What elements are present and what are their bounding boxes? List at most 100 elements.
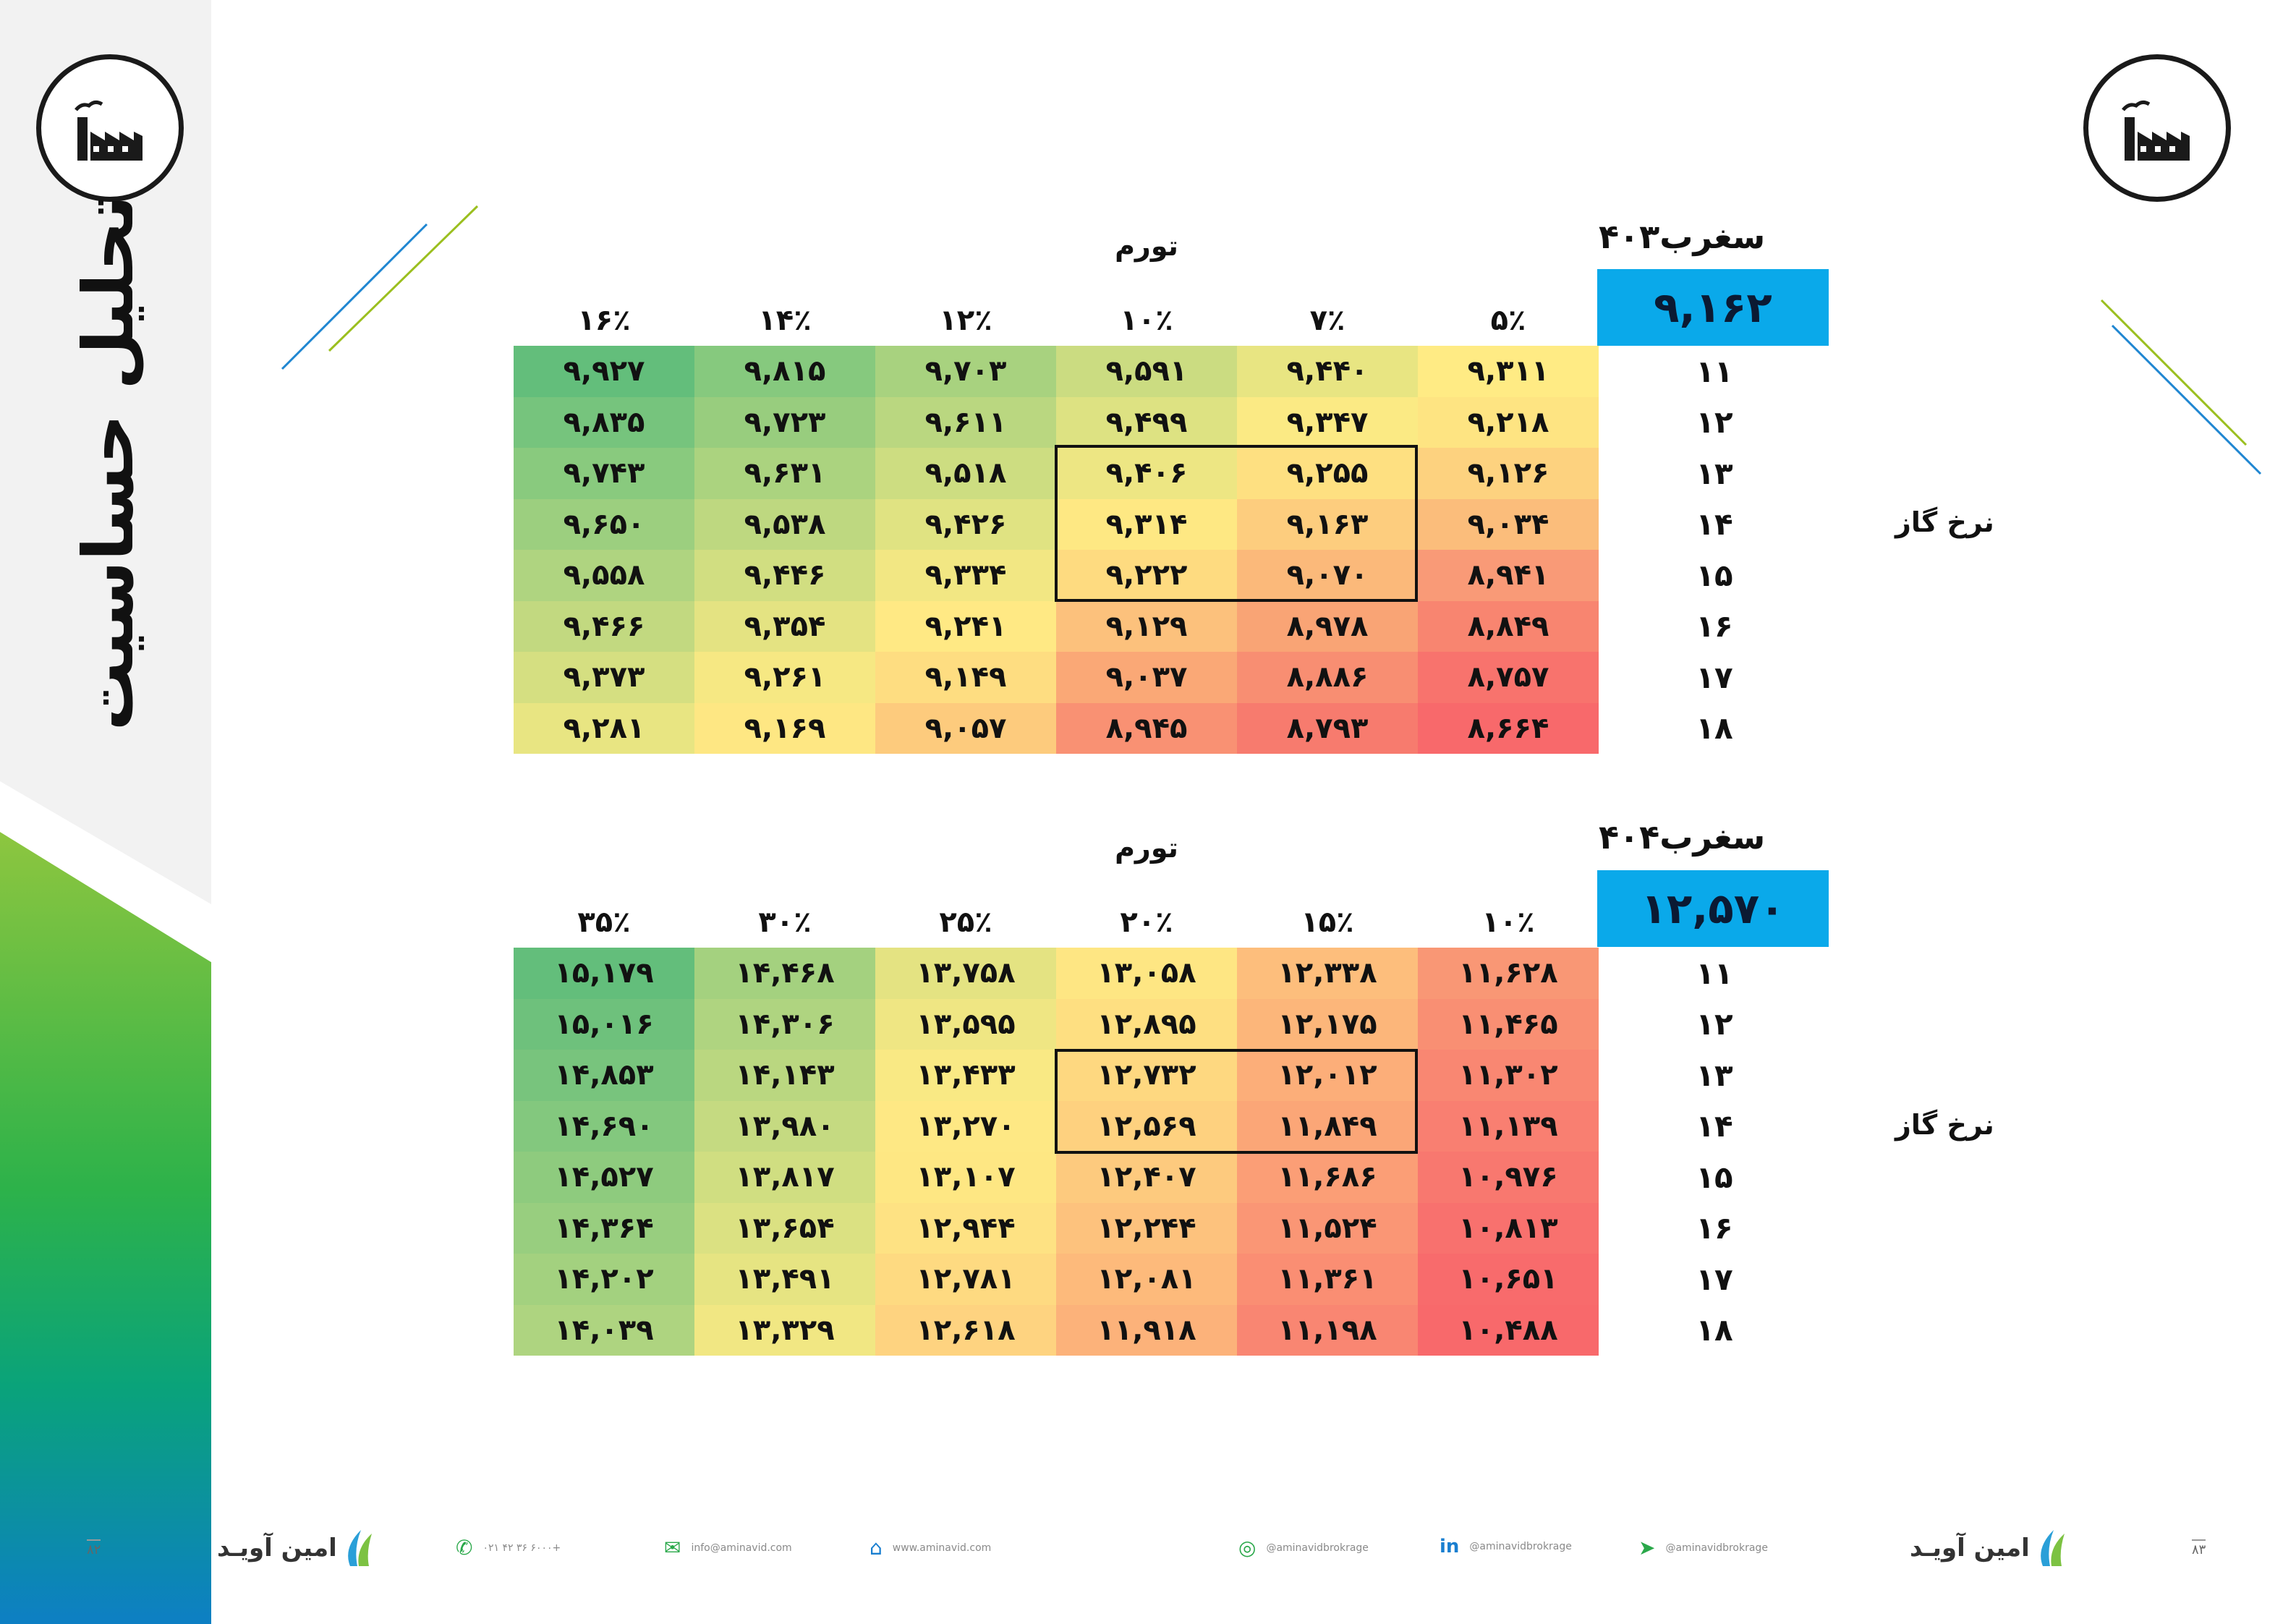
- row-label: ۱۱: [1696, 353, 1733, 389]
- table-cell: ۹,۶۳۱: [694, 448, 875, 499]
- column-header: ۳۵٪: [577, 906, 631, 939]
- table-cell: ۱۱,۸۴۹: [1237, 1100, 1418, 1152]
- table-cell: ۹,۷۴۳: [514, 448, 694, 499]
- table-cell: ۱۱,۳۰۲: [1418, 1050, 1599, 1101]
- row-label: ۱۷: [1696, 1261, 1733, 1297]
- table-cell: ۱۲,۷۸۱: [875, 1254, 1056, 1305]
- phone-icon: ✆: [456, 1536, 473, 1560]
- table-cell: ۹,۲۴۱: [875, 600, 1056, 652]
- table-cell: ۹,۷۰۳: [875, 346, 1056, 397]
- decorative-lines: [281, 205, 479, 370]
- table-cell: ۱۲,۳۳۸: [1237, 948, 1418, 999]
- table-cell: ۱۳,۸۱۷: [694, 1152, 875, 1203]
- column-header: ۵٪: [1490, 304, 1526, 337]
- decorative-lines: [2100, 299, 2262, 475]
- ticker-label: سغرب۴۰۳: [1599, 217, 1766, 256]
- footer-telegram[interactable]: ➤ @aminavidbrokrage: [1638, 1536, 1768, 1560]
- table-cell: ۱۱,۱۹۸: [1237, 1304, 1418, 1356]
- gas-rate-axis-label: نرخ گاز: [1895, 1109, 1994, 1141]
- table-cell: ۱۱,۶۲۸: [1418, 948, 1599, 999]
- row-label: ۱۳: [1696, 1057, 1733, 1093]
- table-cell: ۱۳,۲۷۰: [875, 1100, 1056, 1152]
- column-header: ۳۰٪: [758, 906, 812, 939]
- factory-logo-icon: [36, 54, 184, 202]
- table-cell: ۱۲,۹۴۴: [875, 1202, 1056, 1254]
- table-cell: ۹,۴۶۶: [514, 600, 694, 652]
- sidebar: تحلیل حساسیت: [0, 0, 211, 1624]
- table-cell: ۸,۸۸۶: [1237, 652, 1418, 703]
- table-cell: ۱۳,۵۹۵: [875, 998, 1056, 1050]
- table-cell: ۹,۸۳۵: [514, 396, 694, 448]
- column-header: ۱۵٪: [1301, 906, 1354, 939]
- table-cell: ۹,۲۶۱: [694, 652, 875, 703]
- mail-icon: ✉: [664, 1536, 681, 1560]
- table-cell: ۸,۷۹۳: [1237, 702, 1418, 754]
- table-cell: ۱۴,۵۲۷: [514, 1152, 694, 1203]
- row-label: ۱۷: [1696, 659, 1733, 695]
- footer-linkedin[interactable]: in @aminavidbrokrage: [1440, 1536, 1572, 1557]
- table-cell: ۹,۰۷۰: [1237, 550, 1418, 601]
- factory-logo-icon: [2083, 54, 2231, 202]
- row-label: ۱۳: [1696, 455, 1733, 491]
- row-label: ۱۲: [1696, 404, 1733, 441]
- table-cell: ۱۲,۲۴۴: [1056, 1202, 1237, 1254]
- sidebar-gradient-shape: [0, 781, 211, 1624]
- page-title: تحلیل حساسیت: [68, 195, 149, 731]
- table-cell: ۹,۱۲۶: [1418, 448, 1599, 499]
- table-cell: ۸,۹۴۱: [1418, 550, 1599, 601]
- table-cell: ۱۲,۵۶۹: [1056, 1100, 1237, 1152]
- table-cell: ۸,۸۴۹: [1418, 600, 1599, 652]
- table-cell: ۱۱,۹۱۸: [1056, 1304, 1237, 1356]
- footer-website[interactable]: ⌂ www.aminavid.com: [869, 1536, 991, 1560]
- table-cell: ۱۱,۵۲۴: [1237, 1202, 1418, 1254]
- table-cell: ۱۰,۴۸۸: [1418, 1304, 1599, 1356]
- table-cell: ۹,۱۲۹: [1056, 600, 1237, 652]
- telegram-text: @aminavidbrokrage: [1665, 1542, 1768, 1554]
- table-cell: ۱۳,۳۲۹: [694, 1304, 875, 1356]
- column-header: ۱۰٪: [1120, 304, 1173, 337]
- base-case-highlight: [1055, 445, 1418, 602]
- column-header: ۱۰٪: [1481, 906, 1535, 939]
- table-cell: ۹,۲۵۵: [1237, 448, 1418, 499]
- value-grid: ۱۵,۱۷۹ ۱۴,۴۶۸ ۱۳,۷۵۸ ۱۳,۰۵۸ ۱۲,۳۳۸ ۱۱,۶۲۸ ۱۵,۰…: [514, 948, 1599, 1356]
- base-price-badge: ۹,۱۶۲: [1597, 269, 1829, 346]
- table-cell: ۱۳,۰۵۸: [1056, 948, 1237, 999]
- table-cell: ۹,۸۱۵: [694, 346, 875, 397]
- table-cell: ۹,۶۵۰: [514, 498, 694, 550]
- table-cell: ۱۱,۱۳۹: [1418, 1100, 1599, 1152]
- table-cell: ۱۴,۰۳۹: [514, 1304, 694, 1356]
- table-cell: ۹,۷۲۳: [694, 396, 875, 448]
- table-cell: ۱۳,۷۵۸: [875, 948, 1056, 999]
- row-label: ۱۵: [1696, 557, 1733, 593]
- linkedin-text: @aminavidbrokrage: [1469, 1541, 1572, 1552]
- column-header: ۱۶٪: [577, 304, 631, 337]
- instagram-icon: ◎: [1238, 1536, 1257, 1560]
- table-cell: ۱۰,۹۷۶: [1418, 1152, 1599, 1203]
- table-cell: ۱۴,۲۰۲: [514, 1254, 694, 1305]
- email-text: info@aminavid.com: [691, 1542, 792, 1554]
- table-cell: ۹,۵۳۸: [694, 498, 875, 550]
- brand-mark-icon: [347, 1530, 372, 1566]
- table-cell: ۱۲,۶۱۸: [875, 1304, 1056, 1356]
- table-cell: ۱۲,۷۳۲: [1056, 1050, 1237, 1101]
- footer-phone[interactable]: ✆ ۰۲۱ ۴۲ ۳۶ ۶۰۰۰+: [456, 1536, 561, 1560]
- table-cell: ۹,۴۰۶: [1056, 448, 1237, 499]
- table-cell: ۱۰,۶۵۱: [1418, 1254, 1599, 1305]
- base-price-badge: ۱۲,۵۷۰: [1597, 870, 1829, 947]
- row-labels: ۱۱ ۱۲ ۱۳ ۱۴ ۱۵ ۱۶ ۱۷ ۱۸: [1657, 948, 1772, 1356]
- row-label: ۱۸: [1696, 1312, 1733, 1348]
- brand-mark-icon: [2040, 1530, 2065, 1566]
- table-cell: ۱۲,۰۱۲: [1237, 1050, 1418, 1101]
- table-cell: ۱۲,۰۸۱: [1056, 1254, 1237, 1305]
- table-cell: ۱۴,۳۰۶: [694, 998, 875, 1050]
- table-cell: ۹,۳۵۴: [694, 600, 875, 652]
- inflation-axis-label: تورم: [1115, 230, 1178, 262]
- table-cell: ۹,۰۵۷: [875, 702, 1056, 754]
- footer-email[interactable]: ✉ info@aminavid.com: [664, 1536, 792, 1560]
- row-label: ۱۶: [1696, 608, 1733, 645]
- mouse-icon: ⌂: [869, 1536, 883, 1560]
- gas-rate-axis-label: نرخ گاز: [1895, 506, 1994, 538]
- footer-instagram[interactable]: ◎ @aminavidbrokrage: [1238, 1536, 1369, 1560]
- instagram-text: @aminavidbrokrage: [1266, 1542, 1369, 1554]
- table-cell: ۹,۶۱۱: [875, 396, 1056, 448]
